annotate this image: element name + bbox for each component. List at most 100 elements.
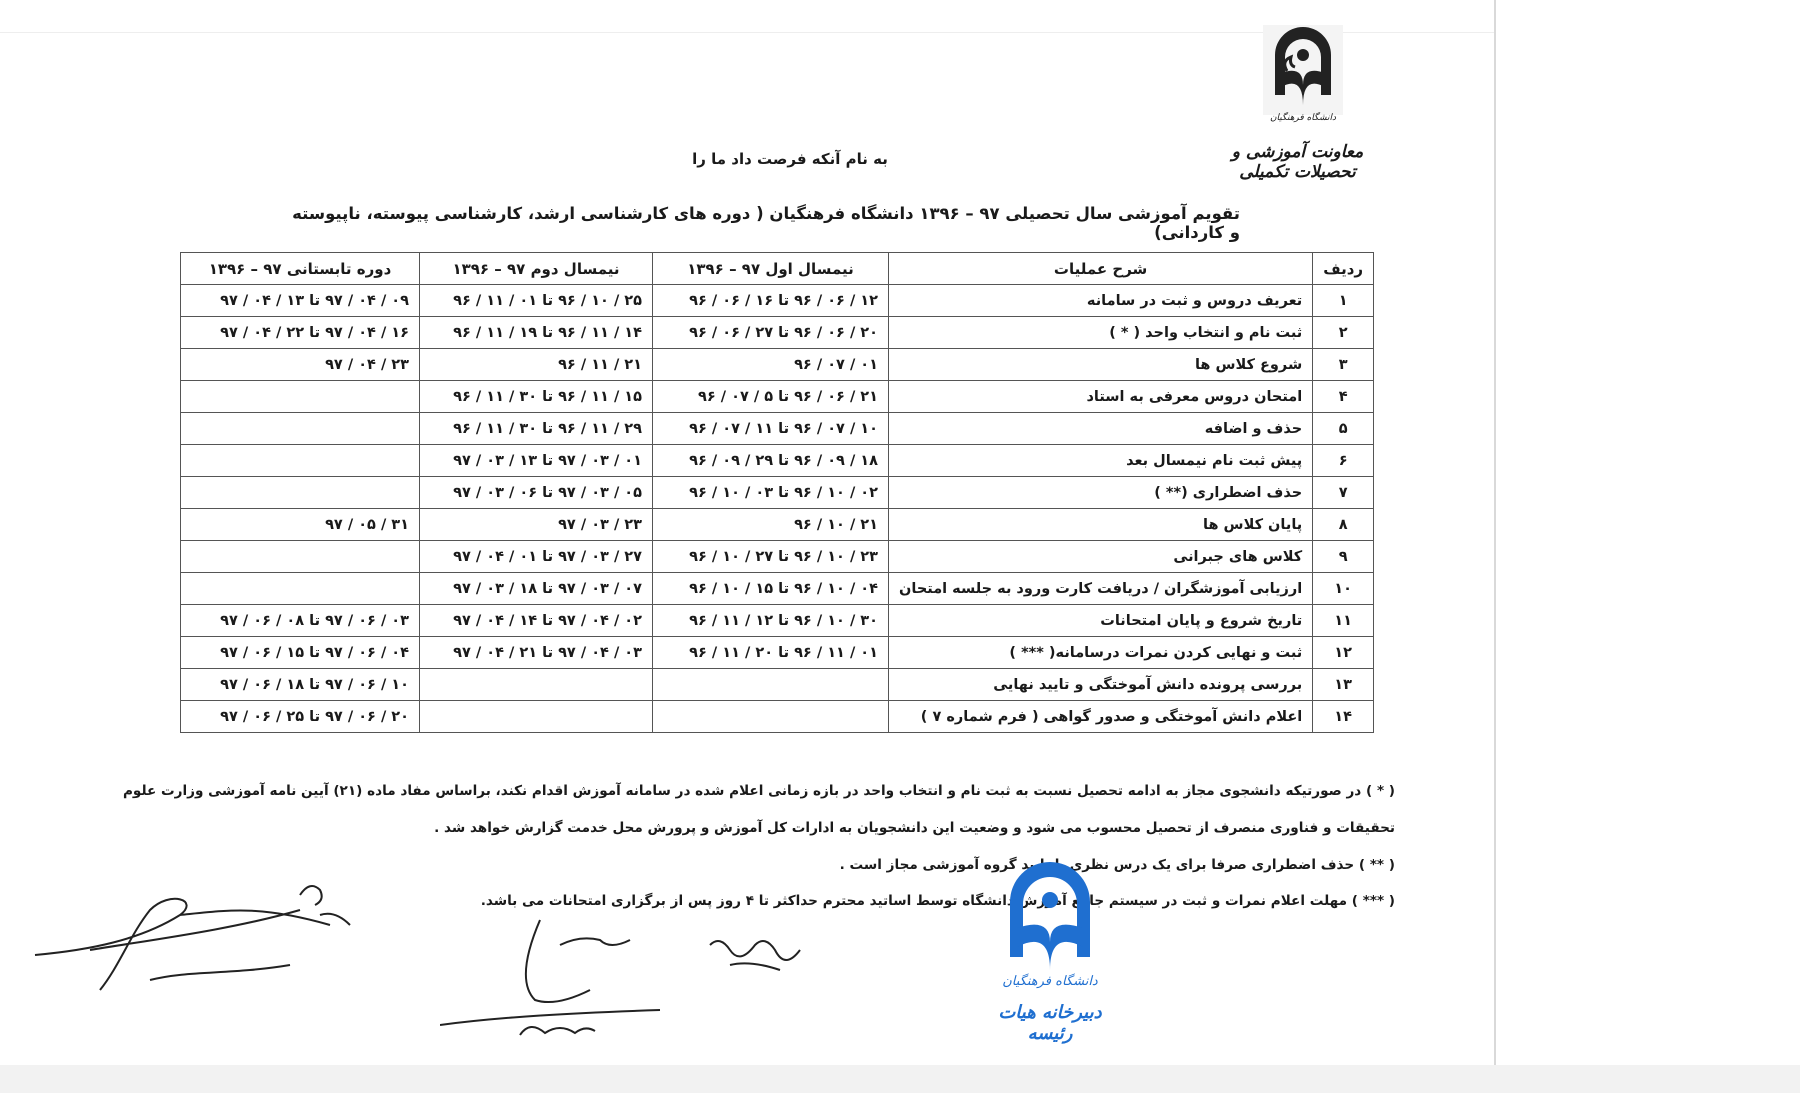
column-header-row-number: ردیف	[1312, 252, 1375, 285]
cell-row-number: ۶	[1312, 444, 1375, 477]
cell-row-number: ۱۰	[1312, 572, 1375, 605]
cell-row-number: ۲	[1312, 316, 1375, 349]
university-emblem-icon	[1263, 25, 1343, 137]
cell-description: ارزیابی آموزشگران / دریافت کارت ورود به …	[887, 572, 1314, 605]
cell-row-number: ۱۳	[1312, 668, 1375, 701]
cell-semester-2: ۱۴ / ۱۱ / ۹۶ تا ۱۹ / ۱۱ / ۹۶	[419, 316, 653, 349]
cell-semester-1: ۱۰ / ۰۷ / ۹۶ تا ۱۱ / ۰۷ / ۹۶	[652, 412, 889, 445]
cell-row-number: ۱۲	[1312, 636, 1375, 669]
cell-semester-2: ۰۵ / ۰۳ / ۹۷ تا ۰۶ / ۰۳ / ۹۷	[419, 476, 653, 509]
table-row: ۱ تعریف دروس و ثبت در سامانه ۱۲ / ۰۶ / ۹۶ …	[180, 284, 1375, 317]
footnote-3: ( *** ) مهلت اعلام نمرات و ثبت در سیستم …	[480, 893, 1395, 909]
cell-summer	[180, 540, 420, 573]
cell-semester-2: ۲۵ / ۱۰ / ۹۶ تا ۰۱ / ۱۱ / ۹۶	[419, 284, 653, 317]
footnote-2: ( ** ) حذف اضطراری صرفا برای یک درس نظری…	[839, 857, 1395, 873]
academic-calendar-table: ردیف شرح عملیات نیمسال اول ۹۷ – ۱۳۹۶ نیم…	[180, 252, 1375, 733]
cell-semester-2: ۰۲ / ۰۴ / ۹۷ تا ۱۴ / ۰۴ / ۹۷	[419, 604, 653, 637]
cell-summer	[180, 572, 420, 605]
table-row: ۱۴ اعلام دانش آموختگی و صدور گواهی ( فرم …	[180, 700, 1375, 733]
cell-description: پایان کلاس ها	[887, 508, 1314, 541]
cell-semester-2: ۲۱ / ۱۱ / ۹۶	[419, 348, 653, 381]
cell-semester-2: ۲۳ / ۰۳ / ۹۷	[419, 508, 653, 541]
footnote-1: ( * ) در صورتیکه دانشجوی مجاز به ادامه ت…	[122, 783, 1395, 799]
official-stamp: دانشگاه فرهنگیان دبیرخانه هیات رئیسه	[985, 862, 1115, 1044]
cell-row-number: ۱	[1312, 284, 1375, 317]
cell-summer: ۳۱ / ۰۵ / ۹۷	[180, 508, 420, 541]
cell-semester-1: ۱۸ / ۰۹ / ۹۶ تا ۲۹ / ۰۹ / ۹۶	[652, 444, 889, 477]
cell-semester-2: ۲۷ / ۰۳ / ۹۷ تا ۰۱ / ۰۴ / ۹۷	[419, 540, 653, 573]
column-header-semester-2: نیمسال دوم ۹۷ – ۱۳۹۶	[419, 252, 653, 285]
cell-semester-1	[652, 668, 889, 701]
cell-semester-1	[652, 700, 889, 733]
cell-description: پیش ثبت نام نیمسال بعد	[887, 444, 1314, 477]
cell-summer: ۱۰ / ۰۶ / ۹۷ تا ۱۸ / ۰۶ / ۹۷	[180, 668, 420, 701]
cell-semester-1: ۲۱ / ۰۶ / ۹۶ تا ۵ / ۰۷ / ۹۶	[652, 380, 889, 413]
table-row: ۴ امتحان دروس معرفی به استاد ۲۱ / ۰۶ / ۹۶ …	[180, 380, 1375, 413]
cell-semester-1: ۲۳ / ۱۰ / ۹۶ تا ۲۷ / ۱۰ / ۹۶	[652, 540, 889, 573]
cell-semester-1: ۳۰ / ۱۰ / ۹۶ تا ۱۲ / ۱۱ / ۹۶	[652, 604, 889, 637]
cell-description: ثبت و نهایی کردن نمرات درسامانه( *** )	[887, 636, 1314, 669]
cell-semester-2: ۲۹ / ۱۱ / ۹۶ تا ۳۰ / ۱۱ / ۹۶	[419, 412, 653, 445]
signature-3	[709, 940, 801, 971]
logo-lettering: دانشگاه فرهنگیان	[1269, 113, 1337, 123]
stamp-lettering-1: دانشگاه فرهنگیان	[1002, 974, 1098, 989]
table-row: ۷ حذف اضطراری (** ) ۰۲ / ۱۰ / ۹۶ تا ۰۳ / ۱…	[180, 476, 1375, 509]
signature-1	[34, 885, 351, 991]
cell-description: ثبت نام و انتخاب واحد ( * )	[887, 316, 1314, 349]
invocation: به نام آنکه فرصت داد ما را	[692, 150, 888, 168]
cell-summer	[180, 444, 420, 477]
table-row: ۱۲ ثبت و نهایی کردن نمرات درسامانه( *** )…	[180, 636, 1375, 669]
cell-semester-1: ۲۰ / ۰۶ / ۹۶ تا ۲۷ / ۰۶ / ۹۶	[652, 316, 889, 349]
cell-summer	[180, 412, 420, 445]
cell-semester-1: ۰۱ / ۱۱ / ۹۶ تا ۲۰ / ۱۱ / ۹۶	[652, 636, 889, 669]
cell-description: حذف اضطراری (** )	[887, 476, 1314, 509]
cell-row-number: ۵	[1312, 412, 1375, 445]
table-row: ۲ ثبت نام و انتخاب واحد ( * ) ۲۰ / ۰۶ / ۹۶…	[180, 316, 1375, 349]
table-row: ۵ حذف و اضافه ۱۰ / ۰۷ / ۹۶ تا ۱۱ / ۰۷ / ۹۶…	[180, 412, 1375, 445]
paper-edge	[1494, 0, 1496, 1065]
table-row: ۱۱ تاریخ شروع و پایان امتحانات ۳۰ / ۱۰ / ۹…	[180, 604, 1375, 637]
cell-description: تعریف دروس و ثبت در سامانه	[887, 284, 1314, 317]
cell-row-number: ۳	[1312, 348, 1375, 381]
signature-2	[440, 919, 661, 1036]
cell-semester-1: ۰۲ / ۱۰ / ۹۶ تا ۰۳ / ۱۰ / ۹۶	[652, 476, 889, 509]
university-logo: دانشگاه فرهنگیان	[1263, 25, 1343, 137]
table-row: ۱۳ بررسی پرونده دانش آموختگی و تایید نهای…	[180, 668, 1375, 701]
cell-row-number: ۷	[1312, 476, 1375, 509]
table-row: ۶ پیش ثبت نام نیمسال بعد ۱۸ / ۰۹ / ۹۶ تا ۲…	[180, 444, 1375, 477]
column-header-semester-1: نیمسال اول ۹۷ – ۱۳۹۶	[652, 252, 889, 285]
department-name: معاونت آموزشی و تحصیلات تکمیلی	[1231, 142, 1364, 182]
cell-summer: ۲۰ / ۰۶ / ۹۷ تا ۲۵ / ۰۶ / ۹۷	[180, 700, 420, 733]
table-header-row: ردیف شرح عملیات نیمسال اول ۹۷ – ۱۳۹۶ نیم…	[180, 252, 1375, 285]
cell-semester-1: ۰۴ / ۱۰ / ۹۶ تا ۱۵ / ۱۰ / ۹۶	[652, 572, 889, 605]
cell-semester-2: ۱۵ / ۱۱ / ۹۶ تا ۳۰ / ۱۱ / ۹۶	[419, 380, 653, 413]
cell-description: اعلام دانش آموختگی و صدور گواهی ( فرم شم…	[887, 700, 1314, 733]
stamp-emblem-icon	[1010, 862, 1090, 970]
cell-summer: ۱۶ / ۰۴ / ۹۷ تا ۲۲ / ۰۴ / ۹۷	[180, 316, 420, 349]
table-row: ۹ کلاس های جبرانی ۲۳ / ۱۰ / ۹۶ تا ۲۷ / ۱۰ …	[180, 540, 1375, 573]
cell-semester-2	[419, 668, 653, 701]
cell-description: بررسی پرونده دانش آموختگی و تایید نهایی	[887, 668, 1314, 701]
cell-summer	[180, 476, 420, 509]
cell-row-number: ۸	[1312, 508, 1375, 541]
stamp-lettering-2: دبیرخانه هیات رئیسه	[998, 1002, 1102, 1044]
cell-row-number: ۴	[1312, 380, 1375, 413]
cell-row-number: ۱۴	[1312, 700, 1375, 733]
cell-description: شروع کلاس ها	[887, 348, 1314, 381]
cell-semester-1: ۲۱ / ۱۰ / ۹۶	[652, 508, 889, 541]
column-header-description: شرح عملیات	[887, 252, 1314, 285]
cell-summer: ۰۹ / ۰۴ / ۹۷ تا ۱۳ / ۰۴ / ۹۷	[180, 284, 420, 317]
table-row: ۳ شروع کلاس ها ۰۱ / ۰۷ / ۹۶ ۲۱ / ۱۱ / ۹۶ ۲۳ …	[180, 348, 1375, 381]
cell-description: حذف و اضافه	[887, 412, 1314, 445]
cell-summer: ۲۳ / ۰۴ / ۹۷	[180, 348, 420, 381]
page-title: تقویم آموزشی سال تحصیلی ۹۷ – ۱۳۹۶ دانشگا…	[292, 204, 1240, 242]
cell-description: امتحان دروس معرفی به استاد	[887, 380, 1314, 413]
cell-row-number: ۱۱	[1312, 604, 1375, 637]
cell-description: کلاس های جبرانی	[887, 540, 1314, 573]
cell-semester-1: ۰۱ / ۰۷ / ۹۶	[652, 348, 889, 381]
cell-semester-2: ۰۷ / ۰۳ / ۹۷ تا ۱۸ / ۰۳ / ۹۷	[419, 572, 653, 605]
cell-semester-2: ۰۳ / ۰۴ / ۹۷ تا ۲۱ / ۰۴ / ۹۷	[419, 636, 653, 669]
cell-description: تاریخ شروع و پایان امتحانات	[887, 604, 1314, 637]
cell-semester-1: ۱۲ / ۰۶ / ۹۶ تا ۱۶ / ۰۶ / ۹۶	[652, 284, 889, 317]
scan-line	[0, 32, 1494, 33]
